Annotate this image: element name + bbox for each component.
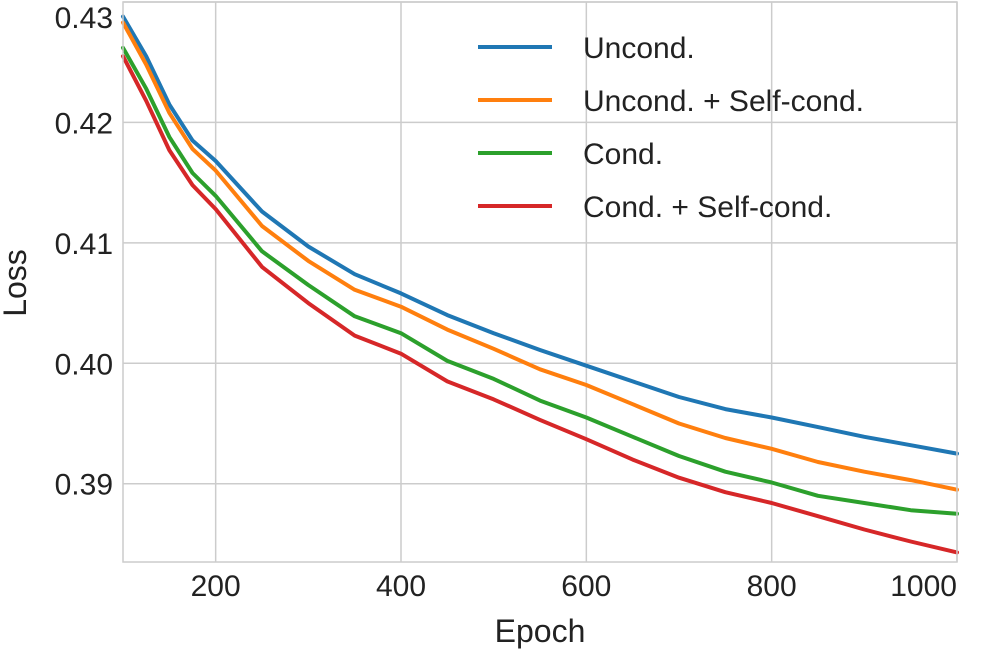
y-tick-label: 0.41 — [55, 228, 113, 261]
series-line — [121, 54, 959, 555]
series-line — [121, 14, 959, 456]
x-tick-label: 1000 — [890, 570, 957, 603]
x-tick-label: 200 — [191, 570, 241, 603]
legend-label: Cond. — [583, 138, 663, 171]
x-axis-label: Epoch — [495, 613, 586, 649]
plot-series — [121, 14, 959, 555]
legend-label: Uncond. — [583, 32, 695, 65]
y-tick-label: 0.39 — [55, 469, 113, 502]
series-line — [121, 45, 959, 516]
x-tick-labels: 200 400 600 800 1000 — [191, 570, 957, 603]
x-tick-label: 600 — [561, 570, 611, 603]
legend-label: Cond. + Self-cond. — [583, 191, 832, 224]
legend-label: Uncond. + Self-cond. — [583, 85, 864, 118]
y-axis-label: Loss — [0, 249, 33, 317]
series-line — [121, 20, 959, 492]
y-tick-label: 0.42 — [55, 107, 113, 140]
plot-frame — [122, 1, 958, 563]
x-tick-label: 400 — [376, 570, 426, 603]
legend: Uncond. Uncond. + Self-cond. Cond. Cond. + … — [478, 32, 864, 224]
y-tick-label: 0.43 — [55, 2, 113, 35]
y-tick-labels: 0.39 0.40 0.41 0.42 0.43 — [55, 2, 113, 502]
y-tick-label: 0.40 — [55, 348, 113, 381]
x-tick-label: 800 — [747, 570, 797, 603]
